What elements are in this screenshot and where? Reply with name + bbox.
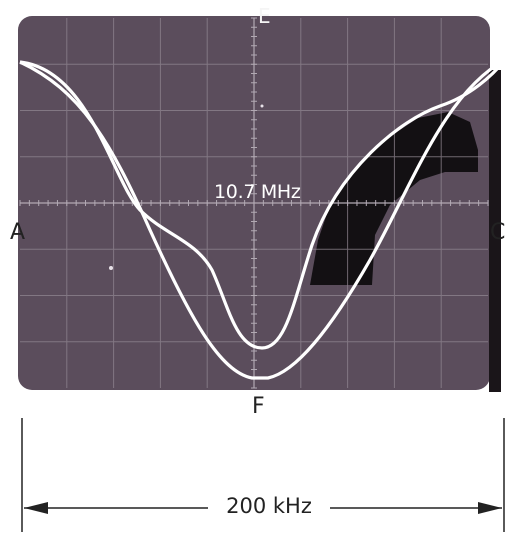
outer-response-curve [19, 58, 506, 380]
screen-bezel [489, 70, 501, 392]
marker-c-label: C [490, 220, 506, 245]
right-arrowhead [478, 502, 502, 514]
screen-dot [260, 104, 264, 108]
left-arrowhead [24, 502, 48, 514]
marker-a-label: A [10, 220, 26, 245]
inner-response-curve [19, 58, 507, 350]
axis-ticks [19, 17, 489, 389]
span-label: 200 kHz [208, 494, 330, 518]
screen-dot [109, 266, 113, 270]
center-frequency-label: 10.7 MHz [214, 181, 301, 203]
marker-f-label: F [252, 394, 265, 419]
marker-e-label: E [258, 4, 271, 28]
